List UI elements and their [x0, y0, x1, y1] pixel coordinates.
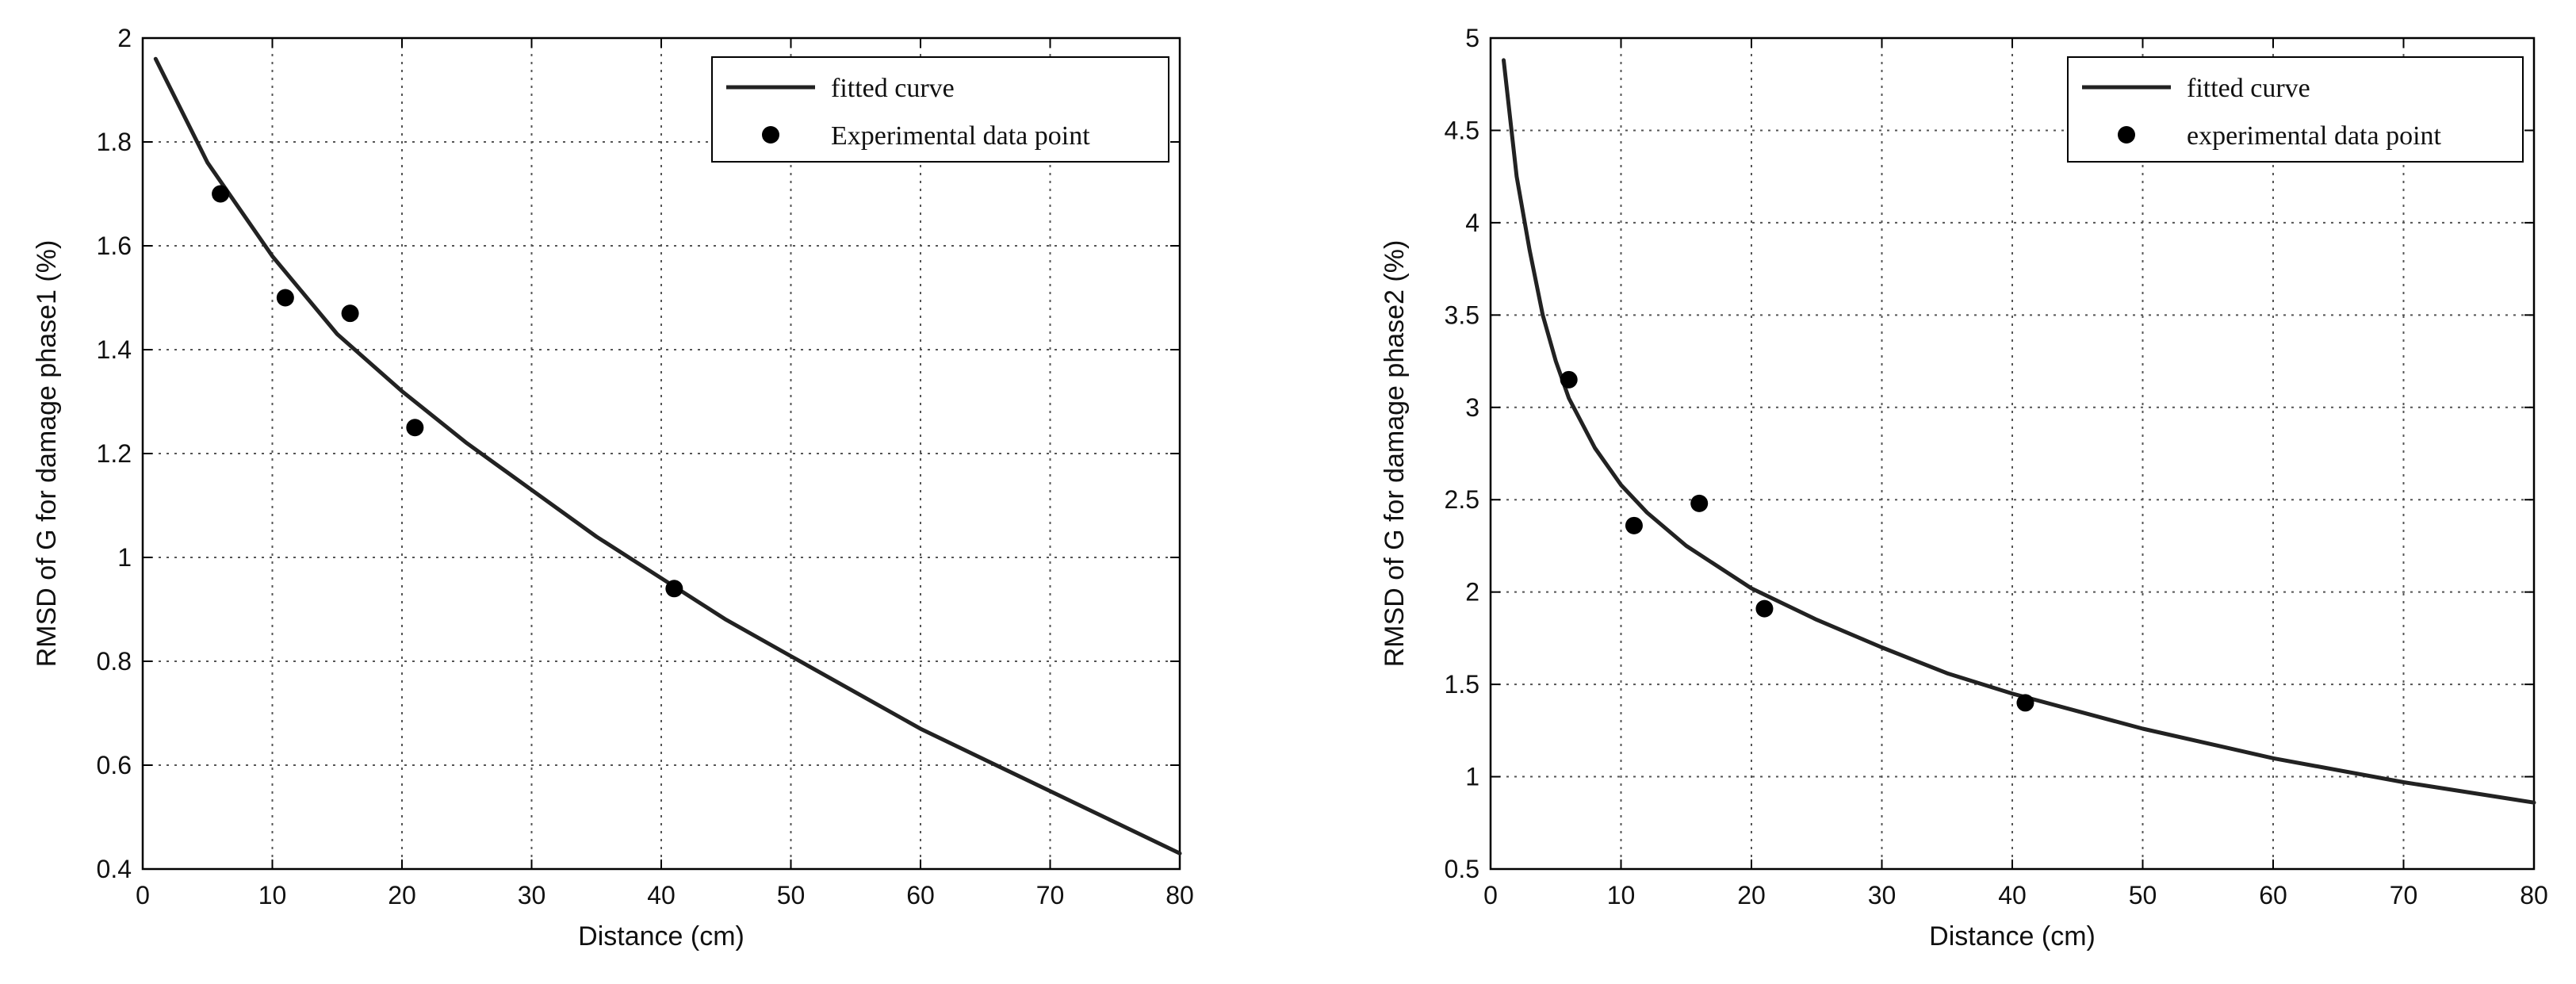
legend-label: Experimental data point [831, 121, 1090, 151]
y-tick-label: 1.8 [97, 128, 132, 156]
y-tick-label: 1 [117, 543, 132, 572]
legend-box [711, 56, 1169, 163]
plot-area [1491, 38, 2534, 869]
x-axis-title: Distance (cm) [1929, 921, 2096, 951]
y-tick-label: 1.5 [1445, 670, 1479, 699]
x-tick-label: 40 [1998, 881, 2027, 909]
x-tick-label: 50 [777, 881, 806, 909]
legend-label: fitted curve [831, 74, 955, 103]
x-axis-title: Distance (cm) [578, 921, 744, 951]
x-tick-label: 70 [1036, 881, 1065, 909]
x-tick-label: 80 [1166, 881, 1194, 909]
y-tick-label: 2 [1465, 578, 1479, 607]
x-tick-label: 20 [388, 881, 416, 909]
data-point [406, 419, 424, 437]
legend-marker-swatch [2118, 126, 2135, 144]
chart-2: 0 10 20 30 40 50 60 70 80 0.5 1 1.5 2 2.5 3 3.5 4 4.5 5 Dis… [1380, 24, 2548, 951]
y-axis-title: RMSD of G for damage phase1 (%) [32, 240, 62, 668]
y-axis-title: RMSD of G for damage phase2 (%) [1380, 240, 1410, 668]
x-tick-label: 60 [2259, 881, 2287, 909]
y-tick-label: 0.5 [1445, 855, 1479, 883]
data-point [1560, 370, 1578, 389]
x-tick-label: 60 [906, 881, 935, 909]
legend-marker-swatch [762, 126, 779, 144]
data-point [276, 289, 294, 307]
x-tick-label: 0 [1483, 881, 1498, 909]
y-tick-label: 3.5 [1445, 301, 1479, 329]
y-tick-label: 1.2 [97, 439, 132, 468]
axes-frame [141, 36, 1181, 871]
y-tick-label: 2.5 [1445, 485, 1479, 514]
y-tick-label: 0.6 [97, 751, 132, 779]
axes-frame [1489, 36, 2536, 871]
x-tick-label: 0 [136, 881, 150, 909]
x-tick-label: 50 [2129, 881, 2157, 909]
y-tick-label: 4.5 [1445, 116, 1479, 144]
x-tick-label: 30 [1868, 881, 1897, 909]
data-point [1625, 516, 1643, 534]
y-tick-label: 1.4 [97, 335, 132, 364]
data-point [341, 304, 359, 323]
x-tick-label: 80 [2520, 881, 2548, 909]
fitted-curve-line [153, 56, 1182, 856]
x-tick-label: 30 [518, 881, 546, 909]
chart-1: 0 10 20 30 40 50 60 70 80 0.4 0.6 0.8 1 1.2 1.4 1.6 1.8 2… [32, 24, 1194, 951]
y-tick-label: 5 [1465, 24, 1479, 52]
y-tick-label: 2 [117, 24, 132, 52]
y-tick-label: 1.6 [97, 232, 132, 260]
y-tick-label: 0.4 [97, 855, 132, 883]
legend-box [2067, 56, 2524, 163]
y-tick-label: 1 [1465, 763, 1479, 791]
y-tick-label: 4 [1465, 209, 1479, 237]
x-tick-label: 40 [647, 881, 676, 909]
x-tick-label: 20 [1737, 881, 1766, 909]
x-tick-label: 10 [1607, 881, 1636, 909]
data-point [2016, 694, 2034, 712]
data-point [665, 580, 683, 598]
x-tick-label: 10 [258, 881, 287, 909]
y-tick-label: 3 [1465, 393, 1479, 422]
y-tick-label: 0.8 [97, 647, 132, 676]
legend-label: experimental data point [2187, 121, 2442, 151]
data-point [1755, 599, 1774, 618]
data-point [1690, 494, 1709, 512]
x-tick-label: 70 [2390, 881, 2418, 909]
fitted-curve-line [1502, 58, 2536, 805]
legend-label: fitted curve [2187, 74, 2310, 103]
data-point [212, 185, 230, 203]
